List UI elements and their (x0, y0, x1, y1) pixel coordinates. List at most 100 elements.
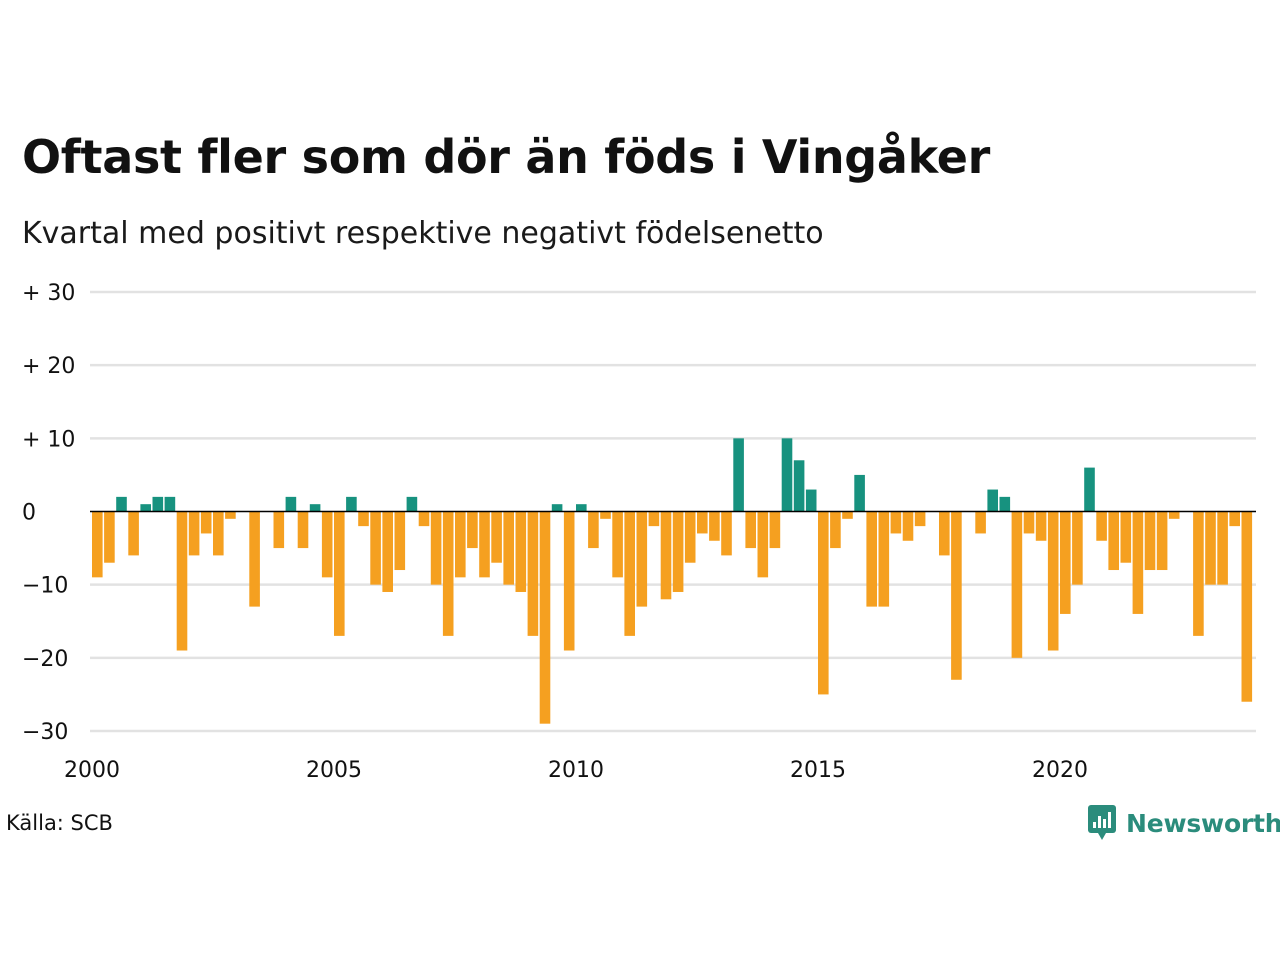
bar (600, 511, 611, 519)
bar (818, 511, 829, 695)
bar (576, 504, 587, 512)
bar (1193, 511, 1204, 636)
bar (588, 511, 599, 549)
newsworthy-logo-icon (1088, 805, 1116, 840)
source-note: Källa: SCB (6, 811, 113, 835)
y-tick-label: −30 (22, 720, 68, 745)
y-axis-tick-labels: + 30 + 20 + 10 0 −10 −20 −30 (22, 281, 75, 745)
bar (249, 511, 260, 607)
bar (999, 496, 1011, 512)
y-tick-label: + 10 (22, 427, 75, 452)
x-tick-label: 2015 (790, 758, 846, 783)
bar (975, 511, 986, 534)
bar (539, 511, 551, 724)
chart-subtitle: Kvartal med positivt respektive negativt… (22, 216, 824, 251)
newsworthy-logo[interactable]: Newsworthy (1088, 803, 1280, 843)
bar (285, 496, 297, 512)
bar (1047, 511, 1059, 651)
bar (140, 504, 151, 512)
bar (1035, 511, 1047, 541)
bar (334, 511, 345, 636)
bar (854, 474, 865, 512)
bar (382, 511, 393, 592)
bar (733, 438, 744, 512)
bar (781, 438, 793, 512)
bar (551, 504, 563, 512)
bar (503, 511, 514, 585)
bar (769, 511, 781, 549)
bar (104, 511, 115, 563)
brand-name: Newsworthy (1126, 808, 1280, 838)
bar (1156, 511, 1168, 571)
bar (527, 511, 539, 636)
bar (406, 496, 418, 512)
bar (273, 511, 285, 549)
bar (1096, 511, 1107, 541)
bar (684, 511, 696, 563)
x-tick-label: 2000 (64, 758, 120, 783)
bar (1241, 511, 1253, 702)
bar (842, 511, 853, 519)
bar (1023, 511, 1035, 534)
bar (1060, 511, 1071, 614)
bar (1168, 511, 1180, 519)
bar (1144, 511, 1156, 571)
chart-title: Oftast fler som dör än föds i Vingåker (22, 130, 991, 184)
bar (939, 511, 950, 556)
bar (830, 511, 841, 549)
bar (987, 489, 998, 512)
bar (624, 511, 635, 636)
bar (636, 511, 648, 607)
x-axis-tick-labels: 2000 2005 2010 2015 2020 (64, 758, 1088, 783)
y-tick-label: + 20 (22, 354, 75, 379)
bar (1217, 511, 1228, 585)
bar (745, 511, 756, 549)
bar-chart: + 30+ 20+ 100−10−20−30 2000 2005 2010 2015 2… (22, 281, 1256, 783)
bar (358, 511, 369, 527)
bar (672, 511, 684, 592)
bar (188, 511, 200, 556)
bar (563, 511, 575, 651)
y-tick-label: + 30 (22, 281, 75, 306)
bar (321, 511, 333, 578)
bar (152, 496, 164, 512)
bar (225, 511, 236, 519)
bar (1084, 467, 1095, 512)
bar (757, 511, 769, 578)
bar (479, 511, 490, 578)
y-tick-label: −20 (22, 647, 68, 672)
bar (1205, 511, 1216, 585)
bar (866, 511, 877, 607)
x-tick-label: 2005 (306, 758, 362, 783)
bar (213, 511, 224, 556)
bar (709, 511, 720, 541)
bar (805, 489, 817, 512)
bar (612, 511, 623, 578)
bar (951, 511, 962, 680)
bar (297, 511, 309, 549)
bar (491, 511, 502, 563)
y-tick-label: 0 (22, 501, 36, 526)
x-tick-label: 2020 (1032, 758, 1088, 783)
bar (418, 511, 430, 527)
bar (902, 511, 914, 541)
bar (793, 460, 805, 512)
bar (164, 496, 176, 512)
bar (370, 511, 381, 585)
bar (1229, 511, 1240, 527)
bar (1132, 511, 1144, 614)
bar (128, 511, 139, 556)
bar (309, 504, 321, 512)
bar (1120, 511, 1132, 563)
bar (914, 511, 926, 527)
bar (648, 511, 660, 527)
bar (430, 511, 442, 585)
bar (176, 511, 188, 651)
bar (660, 511, 672, 600)
bar (697, 511, 708, 534)
bar (200, 511, 212, 534)
bar (515, 511, 527, 592)
bar (92, 511, 103, 578)
bar (1072, 511, 1083, 585)
bar (1108, 511, 1119, 571)
